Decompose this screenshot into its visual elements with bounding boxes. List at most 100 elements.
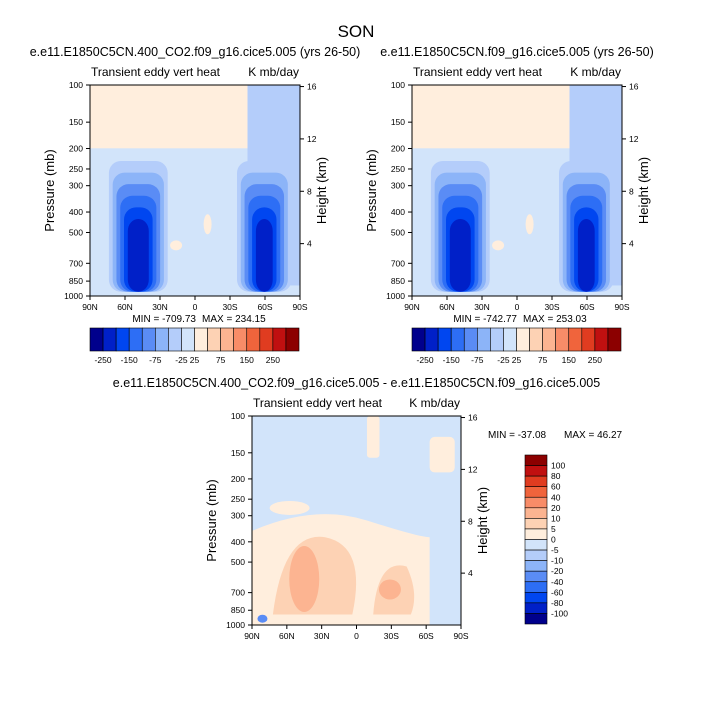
colorbar-label: 250 (588, 355, 602, 365)
positive-patch (429, 436, 455, 473)
y-tick-label: 850 (69, 276, 83, 286)
colorbar-label: 80 (551, 471, 561, 481)
colorbar-box (450, 327, 465, 352)
min-label: MIN = -37.08 (488, 430, 547, 441)
colorbar: -250 -150 -75 -25 25 75 150 250 (411, 327, 622, 365)
colorbar-label: 150 (240, 355, 254, 365)
left-string: Transient eddy vert heat (253, 396, 383, 410)
colorbar-box (594, 327, 609, 352)
colorbar-label: 10 (551, 513, 561, 523)
y-tick-label: 500 (69, 227, 83, 237)
colorbar-box (524, 465, 548, 477)
y-right-tick-label: 12 (629, 134, 639, 144)
positive-patch (492, 240, 505, 251)
contour-field (412, 85, 622, 296)
colorbar-label: -25 (497, 355, 510, 365)
colorbar-box (194, 327, 208, 352)
colorbar-label: -75 (471, 355, 484, 365)
colorbar-label: 75 (538, 355, 548, 365)
colorbar-box (524, 581, 548, 593)
y-tick-label: 1000 (64, 291, 83, 301)
y-axis-label: Pressure (mb) (42, 149, 57, 231)
y-tick-label: 200 (391, 144, 405, 154)
y-tick-label: 150 (391, 117, 405, 127)
colorbar-box (233, 327, 248, 352)
colorbar-box (581, 327, 596, 352)
colorbar-box (115, 327, 130, 352)
colorbar-label: -25 (175, 355, 188, 365)
nh-jet-contour (449, 218, 471, 292)
colorbar-label: 40 (551, 492, 561, 502)
x-tick-label: 60S (257, 302, 272, 312)
colorbar-label: 75 (216, 355, 226, 365)
positive-region (90, 85, 248, 149)
y-right-axis-label: Height (km) (636, 157, 651, 224)
y-axis-label: Pressure (mb) (364, 149, 379, 231)
colorbar-box (524, 486, 548, 498)
panel-title: e.e11.E1850C5CN.f09_g16.cice5.005 (yrs 2… (380, 45, 654, 59)
y-tick-label: 400 (231, 537, 245, 547)
colorbar-label: -75 (149, 355, 162, 365)
page-title: SON (338, 22, 375, 41)
colorbar-label: -5 (551, 545, 559, 555)
y-tick-label: 150 (231, 448, 245, 458)
x-tick-label: 30N (474, 302, 490, 312)
y-right-axis-label: Height (km) (314, 157, 329, 224)
y-tick-label: 700 (69, 258, 83, 268)
y-right-tick-label: 4 (629, 239, 634, 249)
left-string: Transient eddy vert heat (413, 65, 543, 79)
x-tick-label: 30N (314, 631, 330, 641)
colorbar-box (272, 327, 287, 352)
positive-region (412, 85, 570, 149)
colorbar-box (524, 570, 548, 583)
y-tick-label: 300 (69, 181, 83, 191)
y-right-tick-label: 12 (468, 464, 478, 474)
colorbar-box (555, 327, 570, 352)
colorbar-box (524, 549, 548, 561)
x-tick-label: 90N (244, 631, 260, 641)
y-tick-label: 500 (391, 227, 405, 237)
colorbar-box (607, 327, 622, 352)
x-tick-label: 90N (404, 302, 420, 312)
y-tick-label: 300 (391, 181, 405, 191)
colorbar-box (568, 327, 583, 352)
colorbar-label: -150 (443, 355, 460, 365)
colorbar-label: -250 (417, 355, 434, 365)
colorbar-label: -60 (551, 587, 564, 597)
colorbar-box (246, 327, 261, 352)
y-tick-label: 400 (391, 207, 405, 217)
colorbar-box (285, 327, 300, 352)
y-tick-label: 400 (69, 207, 83, 217)
colorbar-box (524, 528, 548, 540)
colorbar-label: 25 (512, 355, 522, 365)
y-right-tick-label: 8 (307, 186, 312, 196)
positive-patch (525, 214, 534, 235)
y-tick-label: 150 (69, 117, 83, 127)
y-right-axis-label: Height (km) (475, 487, 490, 554)
colorbar-label: 60 (551, 482, 561, 492)
y-tick-label: 1000 (386, 291, 405, 301)
colorbar-box (181, 327, 195, 352)
panel-1: e.e11.E1850C5CN.400_CO2.f09_g16.cice5.00… (30, 45, 361, 365)
y-tick-label: 200 (231, 474, 245, 484)
x-tick-label: 30N (152, 302, 168, 312)
x-tick-label: 90S (292, 302, 307, 312)
min-label: MIN = -742.77 (453, 314, 517, 325)
x-tick-label: 0 (515, 302, 520, 312)
colorbar-box (524, 496, 548, 509)
colorbar-label: -150 (121, 355, 138, 365)
colorbar-box (102, 327, 117, 352)
colorbar-box (529, 327, 543, 352)
x-tick-label: 30S (384, 631, 399, 641)
panel-title: e.e11.E1850C5CN.400_CO2.f09_g16.cice5.00… (113, 376, 600, 390)
x-tick-label: 30S (544, 302, 559, 312)
y-tick-label: 100 (391, 80, 405, 90)
colorbar-box (259, 327, 274, 352)
y-right-tick-label: 4 (307, 239, 312, 249)
y-right-tick-label: 8 (629, 186, 634, 196)
max-label: MAX = 46.27 (564, 430, 623, 441)
negative-patch (257, 614, 268, 623)
colorbar-box (411, 327, 426, 352)
x-tick-label: 60N (117, 302, 133, 312)
